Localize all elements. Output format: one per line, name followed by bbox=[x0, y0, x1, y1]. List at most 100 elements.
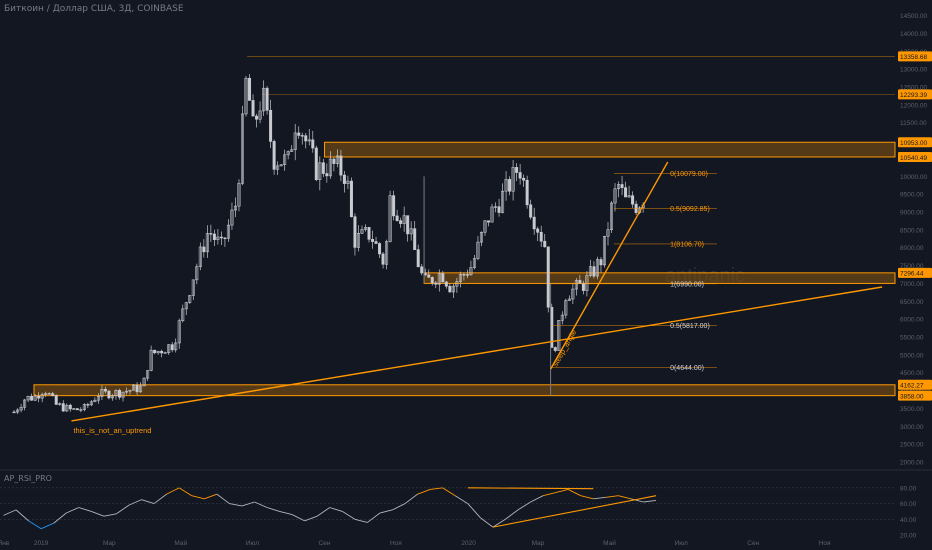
candle bbox=[293, 132, 297, 150]
rsi-segment bbox=[404, 493, 418, 504]
rsi-segment bbox=[354, 518, 368, 523]
candle bbox=[490, 206, 494, 223]
candle bbox=[522, 177, 526, 181]
rsi-segment bbox=[517, 501, 531, 511]
candle bbox=[346, 180, 350, 184]
candle bbox=[100, 388, 104, 397]
candle bbox=[269, 109, 273, 142]
candle bbox=[276, 165, 280, 170]
candle bbox=[226, 224, 230, 239]
candle bbox=[416, 249, 420, 268]
candle bbox=[571, 288, 575, 300]
candle bbox=[209, 233, 213, 235]
rsi-segment bbox=[178, 487, 192, 497]
candle bbox=[265, 87, 269, 111]
candle bbox=[156, 350, 160, 354]
y-tick-label: 6500.00 bbox=[900, 299, 924, 306]
price-label: 12293.39 bbox=[900, 92, 927, 99]
candle bbox=[546, 246, 550, 308]
candle bbox=[532, 216, 536, 230]
y-tick-label: 14500.00 bbox=[900, 13, 927, 20]
rsi-segment bbox=[103, 513, 117, 517]
rsi-segment bbox=[480, 517, 494, 528]
candle bbox=[592, 266, 596, 277]
candle bbox=[321, 162, 325, 174]
rsi-divergence-line[interactable] bbox=[467, 487, 594, 490]
y-tick-label: 9500.00 bbox=[900, 192, 924, 199]
rsi-segment bbox=[229, 503, 243, 507]
y-tick-label: 5000.00 bbox=[900, 352, 924, 359]
y-tick-label: 7000.00 bbox=[900, 281, 924, 288]
candle bbox=[388, 195, 392, 242]
candle bbox=[110, 395, 114, 399]
rsi-segment bbox=[467, 503, 481, 519]
candle bbox=[174, 342, 178, 351]
zone[interactable] bbox=[33, 384, 896, 397]
trendline[interactable] bbox=[71, 286, 883, 422]
candle bbox=[304, 135, 308, 142]
candle bbox=[458, 274, 462, 283]
zone[interactable] bbox=[323, 141, 896, 158]
candle bbox=[181, 308, 185, 321]
candle bbox=[385, 241, 389, 265]
candle bbox=[451, 285, 455, 293]
candle bbox=[37, 395, 41, 399]
candle bbox=[167, 344, 171, 353]
candle bbox=[374, 241, 378, 244]
rsi-segment bbox=[392, 503, 406, 511]
rsi-segment bbox=[379, 509, 393, 514]
candle bbox=[339, 155, 343, 176]
candle bbox=[469, 267, 473, 276]
candle bbox=[188, 295, 192, 303]
candle bbox=[617, 184, 621, 190]
candle bbox=[328, 158, 332, 177]
x-tick-label: 2020 bbox=[461, 540, 476, 547]
candle bbox=[553, 347, 557, 351]
rsi-segment bbox=[128, 499, 142, 506]
candle bbox=[230, 209, 234, 226]
candle bbox=[567, 298, 571, 301]
candle bbox=[79, 409, 83, 411]
rsi-segment bbox=[643, 499, 657, 503]
y-tick-label: 2000.00 bbox=[900, 460, 924, 467]
candle bbox=[279, 164, 283, 167]
rsi-tick-label: 60.00 bbox=[900, 501, 917, 508]
y-tick-label: 9000.00 bbox=[900, 210, 924, 217]
candle bbox=[184, 302, 188, 310]
candle bbox=[30, 395, 34, 401]
candle bbox=[536, 228, 540, 233]
zone[interactable] bbox=[423, 272, 896, 284]
rsi-segment bbox=[593, 496, 606, 500]
candle bbox=[399, 220, 403, 224]
candle bbox=[300, 135, 304, 137]
price-label: 10540.49 bbox=[900, 155, 927, 162]
candle bbox=[378, 243, 382, 255]
price-label-box bbox=[898, 390, 932, 401]
trendline[interactable] bbox=[549, 161, 669, 370]
rsi-segment bbox=[442, 487, 456, 497]
candle bbox=[602, 235, 606, 266]
candle bbox=[262, 87, 266, 112]
candle bbox=[26, 395, 30, 401]
candle bbox=[581, 282, 585, 291]
candle bbox=[54, 395, 58, 405]
y-tick-label: 3500.00 bbox=[900, 406, 924, 413]
candle bbox=[504, 179, 508, 192]
rsi-segment bbox=[166, 487, 180, 495]
y-tick-label: 4500.00 bbox=[900, 370, 924, 377]
rsi-tick-label: 20.00 bbox=[900, 533, 917, 540]
rsi-segment bbox=[316, 507, 331, 517]
candle bbox=[72, 408, 76, 410]
candle bbox=[23, 399, 27, 408]
rsi-segment bbox=[66, 507, 79, 514]
candle bbox=[395, 215, 399, 221]
rsi-divergence-line[interactable] bbox=[492, 495, 657, 528]
candle bbox=[363, 227, 367, 230]
candle bbox=[560, 314, 564, 321]
fib-label: 0.5(9092.85) bbox=[670, 206, 710, 213]
rsi-segment bbox=[279, 510, 293, 516]
candle bbox=[508, 179, 512, 192]
y-tick-label: 5500.00 bbox=[900, 335, 924, 342]
candle bbox=[599, 259, 603, 266]
